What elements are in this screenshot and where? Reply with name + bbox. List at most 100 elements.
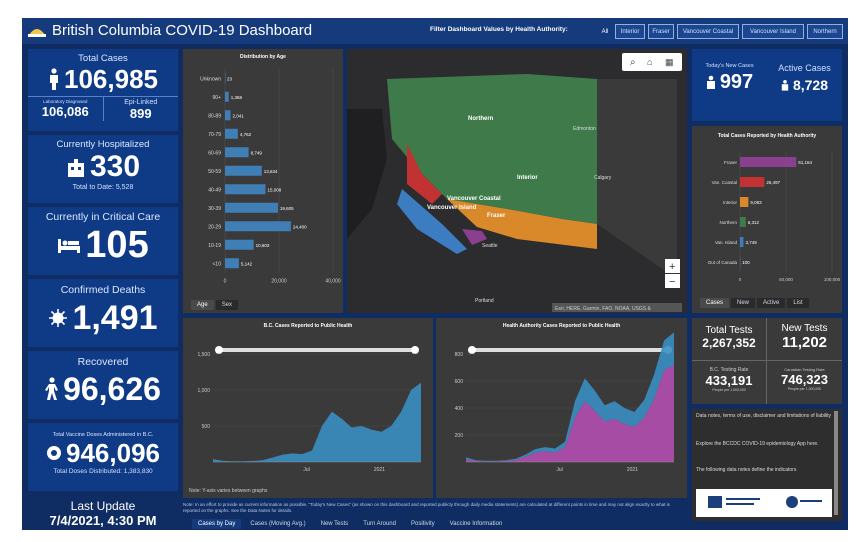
bc-cases-title: B.C. Cases Reported to Public Health: [263, 323, 353, 329]
map-label-vancouver-coastal: Vancouver Coastal: [447, 196, 501, 202]
ha-value-label: 100: [742, 260, 750, 265]
grid-icon[interactable]: ▦: [665, 57, 674, 67]
tab-active[interactable]: Active: [757, 298, 786, 308]
filter-vancouver-island-button[interactable]: Vancouver Island: [742, 24, 804, 39]
age-bar: [225, 258, 239, 269]
age-category-label: 90+: [213, 95, 222, 101]
age-category-label: 40-49: [208, 187, 221, 193]
deaths-card: Confirmed Deaths 1,491: [28, 279, 178, 347]
age-value-label: 24,400: [293, 224, 307, 229]
ha-value-label: 9,083: [750, 200, 762, 205]
bc-cases-chart[interactable]: 500 1,000 1,500 Jul 2021: [183, 332, 433, 492]
age-bar: [225, 239, 254, 250]
fraser-region[interactable]: [462, 229, 487, 245]
person-icon: [706, 75, 715, 89]
hospitalized-total-label: Total to Date: 5,528: [72, 184, 134, 191]
dashboard-title: British Columbia COVID-19 Dashboard: [52, 22, 313, 39]
filter-interior-button[interactable]: Interior: [615, 24, 645, 39]
ha-cases-panel: Health Authority Cases Reported to Publi…: [436, 318, 687, 498]
age-category-label: <10: [213, 261, 222, 267]
ha-bar: [740, 217, 746, 227]
age-category-label: 80-89: [208, 113, 221, 119]
ha-bar: [740, 177, 765, 187]
age-category-label: 50-59: [208, 169, 221, 175]
tab-new[interactable]: New: [731, 298, 756, 308]
x-tick-label: 40,000: [325, 279, 341, 285]
total-cases-card: Total Cases 106,985 Laboratory Diagnosed…: [28, 49, 178, 131]
tab-new-tests[interactable]: New Tests: [314, 519, 355, 529]
filter-label: Filter Dashboard Values by Health Author…: [430, 26, 568, 33]
recovered-row: 96,626: [28, 368, 178, 410]
slider-handle-start: [468, 346, 476, 354]
data-notes-link[interactable]: Data notes, terms of use, disclaimer and…: [696, 413, 832, 419]
map-panel[interactable]: ⌕ ⌂ ▦ Northern Edmonton Calgary Interior…: [347, 49, 687, 313]
bottom-tabs: Cases by Day Cases (Moving Avg.) New Tes…: [192, 519, 509, 529]
canadian-testing-rate-value: 746,323: [781, 372, 828, 387]
filter-fraser-button[interactable]: Fraser: [648, 24, 674, 39]
vancouver-coastal-region[interactable]: [407, 144, 442, 204]
tab-age[interactable]: Age: [191, 300, 214, 310]
critical-care-label: Currently in Critical Care: [45, 211, 161, 223]
last-update-card: Last Update 7/4/2021, 4:30 PM: [28, 495, 178, 530]
total-cases-row: 106,985: [28, 64, 178, 94]
interior-region[interactable]: [447, 199, 597, 249]
age-bar: [225, 110, 231, 121]
x-tick-label: 50,000: [779, 277, 793, 282]
y-axis-note: Note: Y-axis varies between graphs: [189, 488, 268, 494]
tab-vaccine-information[interactable]: Vaccine Information: [443, 519, 509, 529]
age-category-label: 60-69: [208, 150, 221, 156]
tab-list[interactable]: List: [787, 298, 809, 308]
tab-sex[interactable]: Sex: [215, 300, 239, 310]
x-tick-label: Jul: [303, 467, 309, 473]
y-tick-label: 1,500: [197, 352, 210, 358]
new-cases-row: 997: [692, 69, 767, 95]
notes-panel: Data notes, terms of use, disclaimer and…: [692, 409, 842, 521]
northern-region[interactable]: [387, 74, 597, 224]
y-tick-label: 200: [455, 433, 464, 439]
bccdc-logo-icon: [708, 496, 822, 508]
map-label-edmonton: Edmonton: [573, 126, 596, 132]
age-chart-panel: Distribution by Age 0 20,000 40,000 Unknown…: [183, 49, 343, 313]
bc-testing-rate-value: 433,191: [705, 373, 753, 388]
zoom-out-button[interactable]: −: [669, 276, 675, 288]
filter-vancouver-coastal-button[interactable]: Vancouver Coastal: [677, 24, 739, 39]
tab-turn-around[interactable]: Turn Around: [357, 519, 402, 529]
age-bar: [225, 91, 229, 102]
slider-handle-start: [215, 346, 223, 354]
explore-app-link[interactable]: Explore the BCCDC COVID-19 epidemiology …: [696, 441, 819, 447]
tab-cases[interactable]: Cases: [700, 298, 730, 308]
tab-cases-moving-avg[interactable]: Cases (Moving Avg.): [244, 519, 312, 529]
ha-cases-chart[interactable]: 200 400 600 800 Jul 2021: [436, 332, 687, 492]
x-tick-label: 0: [224, 279, 227, 285]
age-bar: [225, 184, 266, 195]
person-icon: [50, 68, 58, 90]
bc-cases-panel: B.C. Cases Reported to Public Health 500…: [183, 318, 433, 498]
search-icon[interactable]: ⌕: [630, 57, 636, 68]
home-icon[interactable]: ⌂: [647, 57, 652, 67]
filter-northern-button[interactable]: Northern: [807, 24, 843, 39]
ha-chart-panel: Total Cases Reported by Health Authority…: [692, 126, 842, 313]
partner-logos: [696, 489, 832, 517]
tab-positivity[interactable]: Positivity: [405, 519, 441, 529]
ha-category-label: Van. Coastal: [712, 180, 737, 185]
bed-icon: [58, 239, 81, 253]
vancouver-island-region[interactable]: [397, 189, 467, 254]
tab-cases-by-day[interactable]: Cases by Day: [192, 519, 242, 529]
ha-bar: [740, 237, 744, 247]
age-bar: [225, 165, 262, 176]
hospital-icon: [67, 159, 84, 177]
total-cases-value: 106,985: [64, 63, 158, 94]
new-tests-label: New Tests: [781, 323, 828, 334]
ha-value-label: 6,312: [748, 220, 760, 225]
last-update-label: Last Update: [70, 499, 136, 513]
age-category-label: Unknown: [200, 76, 221, 82]
age-chart-title: Distribution by Age: [240, 54, 286, 60]
zoom-in-button[interactable]: +: [669, 261, 675, 273]
lab-diagnosed-value: 106,086: [41, 104, 89, 119]
notes-scrollbar[interactable]: [834, 411, 838, 515]
canadian-testing-rate-label: Canadian Testing Rate: [784, 367, 825, 372]
filter-all-button[interactable]: All: [601, 28, 609, 35]
ha-value-label: 61,164: [798, 160, 812, 165]
bc-map[interactable]: ⌕ ⌂ ▦ Northern Edmonton Calgary Interior…: [347, 49, 687, 313]
age-value-label: 8,749: [251, 150, 263, 155]
